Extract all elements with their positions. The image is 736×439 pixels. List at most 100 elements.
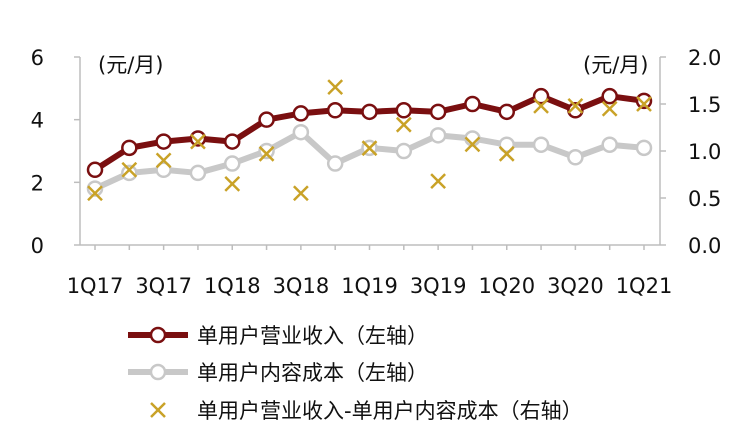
data-point (498, 145, 515, 162)
x-tick-label: 1Q21 (616, 274, 673, 298)
x-marker-stroke (224, 176, 241, 192)
data-point (155, 152, 172, 169)
left-tick-label: 6 (31, 46, 44, 70)
data-point (224, 155, 241, 172)
x-tick-label: 3Q20 (547, 274, 604, 298)
data-point (155, 133, 172, 150)
data-point (292, 185, 309, 202)
data-point (361, 140, 378, 157)
data-point (429, 103, 447, 121)
data-point (430, 173, 447, 189)
data-point (395, 142, 413, 160)
x-marker-stroke (361, 140, 378, 157)
x-marker-stroke (430, 173, 447, 189)
data-point (498, 136, 515, 153)
x-marker-stroke (395, 116, 412, 133)
data-point (464, 95, 481, 113)
left-tick-label: 4 (31, 109, 44, 133)
data-point (601, 136, 618, 153)
x-marker-stroke (327, 79, 344, 95)
data-point (395, 116, 412, 133)
legend-item-2: 单用户营业收入-单用户内容成本（右轴） (150, 399, 583, 423)
x-marker-stroke (87, 185, 103, 202)
right-tick-label: 0.0 (688, 234, 721, 258)
data-point (121, 164, 138, 182)
x-marker-stroke (121, 161, 138, 178)
right-tick-label: 0.5 (688, 187, 721, 211)
x-tick-label: 3Q18 (273, 274, 330, 298)
legend-swatch-marker (150, 402, 166, 418)
data-point (87, 185, 103, 202)
data-point (567, 97, 584, 114)
x-marker-stroke (155, 152, 172, 169)
data-point (224, 176, 241, 192)
x-marker-stroke (498, 145, 515, 162)
data-point (86, 161, 104, 179)
x-marker-stroke (150, 402, 166, 418)
data-point (326, 155, 344, 172)
x-marker-stroke (258, 145, 275, 162)
x-marker-stroke (292, 185, 309, 202)
data-point (258, 145, 275, 162)
data-point (86, 180, 104, 197)
left-tick-label: 0 (31, 234, 44, 258)
data-point (635, 92, 653, 110)
data-point (327, 79, 344, 95)
legend: 单用户营业收入（左轴） 单用户内容成本（左轴） 单用户营业收入-单用户内容成本（右轴… (128, 324, 583, 423)
data-point (395, 102, 413, 119)
x-marker-stroke (636, 96, 652, 112)
data-point (361, 103, 378, 121)
data-point (190, 133, 206, 150)
data-point (155, 161, 172, 179)
left-unit-label: (元/月) (98, 53, 163, 77)
data-point (292, 123, 310, 141)
legend-label: 单用户内容成本（左轴） (197, 361, 428, 385)
x-tick-label: 3Q19 (410, 274, 467, 298)
data-point (189, 130, 207, 147)
series-layer (86, 79, 653, 202)
data-point (464, 136, 481, 153)
legend-label: 单用户营业收入（左轴） (197, 324, 428, 348)
data-point (532, 136, 550, 153)
x-tick-label: 1Q17 (67, 274, 124, 298)
x-marker-stroke (567, 97, 584, 114)
data-point (121, 161, 138, 178)
data-point (601, 87, 618, 105)
data-point (498, 103, 515, 121)
x-tick-label: 3Q17 (135, 274, 192, 298)
left-tick-label: 2 (31, 171, 44, 195)
axes: 0 2 4 6 0.0 0.5 1.0 1.5 2.0 1Q17 3Q17 1Q18 3Q18 1Q19 3… (31, 46, 722, 298)
data-point (533, 97, 549, 114)
right-tick-label: 1.0 (688, 140, 721, 164)
x-marker-stroke (190, 133, 206, 150)
data-point (258, 142, 275, 160)
data-point (532, 87, 550, 105)
right-tick-label: 2.0 (688, 46, 721, 70)
data-point (189, 164, 207, 182)
x-tick-label: 1Q19 (341, 274, 398, 298)
data-point (258, 111, 275, 128)
legend-item-0: 单用户营业收入（左轴） (128, 324, 428, 348)
series-0 (86, 87, 653, 179)
x-tick-label: 1Q20 (478, 274, 535, 298)
data-point (567, 102, 584, 119)
legend-swatch-marker (149, 326, 167, 344)
data-point (224, 133, 241, 150)
right-unit-label: (元/月) (583, 53, 648, 77)
right-tick-label: 1.5 (688, 93, 721, 117)
data-point (635, 139, 653, 157)
legend-item-1: 单用户内容成本（左轴） (128, 361, 428, 385)
legend-label: 单用户营业收入-单用户内容成本（右轴） (197, 399, 583, 423)
data-point (429, 127, 447, 144)
x-tick-label: 1Q18 (204, 274, 261, 298)
data-point (292, 105, 310, 122)
x-marker-stroke (601, 100, 618, 117)
x-marker-stroke (464, 136, 481, 153)
x-marker-stroke (533, 97, 549, 114)
data-point (636, 96, 652, 112)
data-point (121, 139, 138, 157)
series-2 (87, 79, 652, 202)
data-point (326, 102, 344, 119)
data-point (567, 149, 584, 166)
